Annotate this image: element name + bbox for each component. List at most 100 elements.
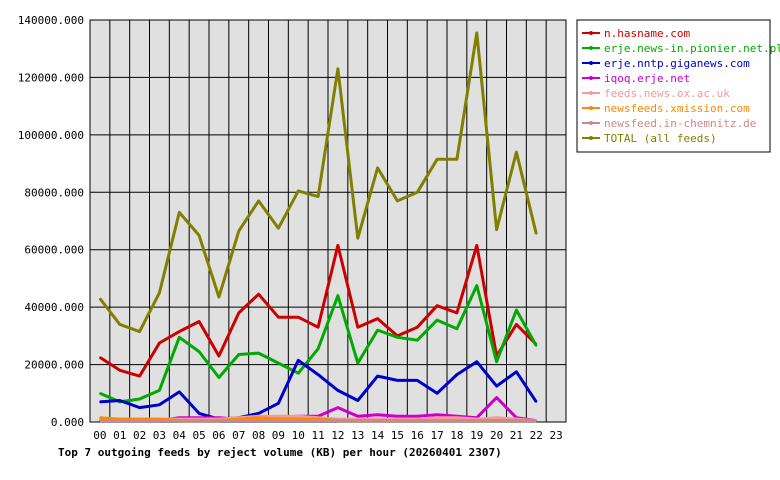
series-0 xyxy=(99,243,538,378)
y-tick-label: 100000.000 xyxy=(18,129,84,142)
data-point xyxy=(317,419,319,422)
data-point xyxy=(436,419,438,422)
legend-label: iqoq.erje.net xyxy=(604,72,690,85)
data-point xyxy=(416,326,419,329)
data-point xyxy=(277,316,280,318)
legend-marker xyxy=(589,91,593,95)
data-point xyxy=(515,419,518,422)
data-point xyxy=(356,326,359,329)
x-tick-label: 02 xyxy=(133,429,146,442)
data-point xyxy=(257,419,260,422)
data-point xyxy=(257,416,260,419)
data-point xyxy=(237,353,240,356)
data-point xyxy=(535,345,538,347)
x-tick-label: 08 xyxy=(252,429,265,442)
data-point xyxy=(456,327,458,330)
data-point xyxy=(416,339,419,341)
x-tick-label: 23 xyxy=(549,429,562,442)
y-tick-label: 20000.000 xyxy=(24,359,84,372)
x-tick-label: 15 xyxy=(391,429,404,442)
data-point xyxy=(475,360,478,363)
data-point xyxy=(198,350,200,353)
x-tick-label: 14 xyxy=(371,429,385,442)
data-point xyxy=(178,330,181,333)
series-2 xyxy=(99,358,538,421)
data-point xyxy=(297,372,300,374)
data-point xyxy=(376,375,379,377)
y-tick-label: 60000.000 xyxy=(24,244,84,257)
legend-marker xyxy=(589,31,593,35)
data-point xyxy=(376,317,379,320)
x-tick-label: 22 xyxy=(530,429,543,442)
data-point xyxy=(257,293,260,296)
data-point xyxy=(515,309,518,311)
legend-marker xyxy=(589,136,593,140)
legend-label: newsfeeds.xmission.com xyxy=(604,102,750,115)
legend-marker xyxy=(589,121,593,125)
data-point xyxy=(495,416,498,419)
x-tick-label: 17 xyxy=(430,429,443,442)
x-tick-label: 13 xyxy=(351,429,364,442)
data-point xyxy=(416,191,419,194)
data-point xyxy=(99,416,101,419)
plot-area xyxy=(90,19,567,423)
data-point xyxy=(416,379,419,382)
x-tick-label: 19 xyxy=(470,429,483,442)
series-lines xyxy=(98,31,538,423)
data-point xyxy=(456,158,458,161)
data-point xyxy=(535,419,538,422)
data-point xyxy=(396,415,399,418)
x-tick-label: 05 xyxy=(192,429,205,442)
data-point xyxy=(456,373,458,376)
data-point xyxy=(257,200,260,202)
data-point xyxy=(158,403,161,406)
data-point xyxy=(337,294,339,297)
data-point xyxy=(376,167,379,169)
data-point xyxy=(356,362,359,364)
data-point xyxy=(356,419,359,422)
data-point xyxy=(277,362,280,364)
data-point xyxy=(396,419,399,422)
data-point xyxy=(297,359,300,362)
legend-label: n.hasname.com xyxy=(604,27,690,40)
data-point xyxy=(416,415,419,418)
data-point xyxy=(178,419,181,422)
x-tick-label: 10 xyxy=(292,429,305,442)
data-point xyxy=(475,32,478,34)
data-point xyxy=(475,244,478,247)
series-6 xyxy=(99,419,538,423)
data-point xyxy=(535,233,538,235)
data-point xyxy=(436,304,438,307)
axes: 0.000 20000.000 40000.000 60000.000 80000.00… xyxy=(18,14,567,442)
data-point xyxy=(297,415,300,418)
data-point xyxy=(198,234,200,237)
data-point xyxy=(99,401,101,403)
data-point xyxy=(118,369,121,372)
x-tick-label: 16 xyxy=(411,429,424,442)
data-point xyxy=(138,406,141,409)
data-point xyxy=(198,320,200,323)
x-tick-label: 12 xyxy=(331,429,344,442)
x-tick-label: 00 xyxy=(93,429,106,442)
data-point xyxy=(515,151,518,153)
data-point xyxy=(158,389,161,392)
data-point xyxy=(277,227,280,229)
data-point xyxy=(495,385,498,387)
data-point xyxy=(297,419,300,422)
data-point xyxy=(396,336,399,339)
data-point xyxy=(317,195,319,198)
data-point xyxy=(118,323,121,326)
legend-label: erje.nntp.giganews.com xyxy=(604,57,750,70)
data-point xyxy=(138,398,141,400)
data-point xyxy=(456,312,458,314)
data-point xyxy=(495,419,498,422)
data-point xyxy=(99,356,101,359)
y-tick-label: 80000.000 xyxy=(24,186,84,199)
data-point xyxy=(218,355,220,357)
data-point xyxy=(337,244,339,247)
data-point xyxy=(356,399,359,402)
x-tick-label: 01 xyxy=(113,429,126,442)
x-tick-label: 06 xyxy=(212,429,225,442)
data-point xyxy=(495,360,498,363)
